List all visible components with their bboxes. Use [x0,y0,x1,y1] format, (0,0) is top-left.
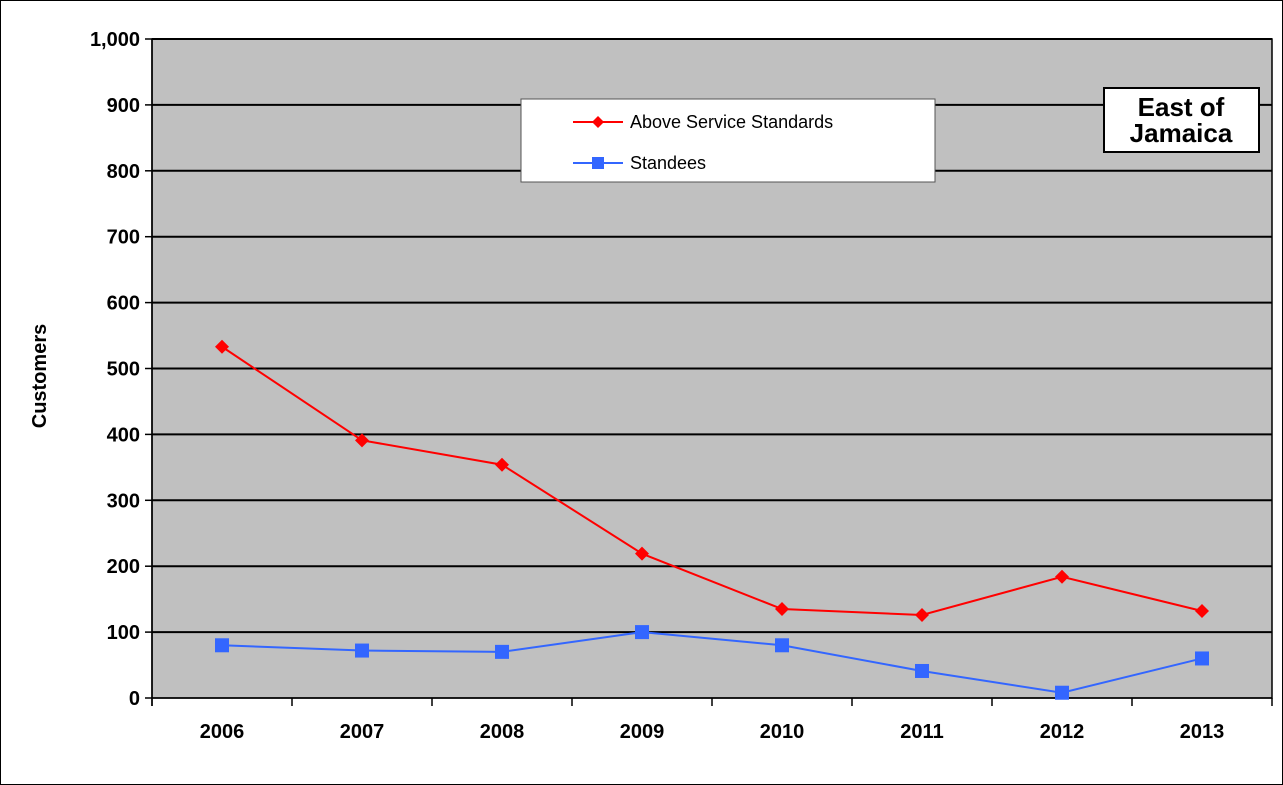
legend-item-above-service-standards: Above Service Standards [573,112,833,132]
x-tick-label: 2008 [480,721,525,743]
region-label-frame [1103,87,1260,153]
data-point-standees [915,663,929,678]
y-tick-label: 500 [107,359,140,381]
y-tick-label: 0 [129,688,140,710]
legend: Above Service Standards Standees [520,98,936,183]
data-point-above-service-standards [1055,569,1069,584]
y-tick-label: 800 [107,161,140,183]
data-point-above-service-standards [775,602,789,617]
square-marker-icon [592,157,604,169]
x-tick-label: 2012 [1040,721,1085,743]
x-tick-label: 2010 [760,721,805,743]
legend-item-standees: Standees [573,153,706,173]
y-tick-label: 1,000 [90,29,140,51]
y-tick-label: 300 [107,490,140,512]
x-tick-label: 2013 [1180,721,1225,743]
x-tick-label: 2011 [900,721,943,743]
x-tick-labels: 2006 2007 2008 2009 2010 2011 2012 2013 [200,721,1225,743]
data-point-standees [215,638,229,653]
y-axis-title: Customers [29,324,51,428]
data-point-above-service-standards [635,546,649,561]
legend-label: Above Service Standards [630,112,833,132]
data-point-above-service-standards [355,433,369,448]
data-point-standees [635,625,649,640]
y-tick-label: 100 [107,622,140,644]
y-tick-label: 400 [107,424,140,446]
legend-box [520,98,936,183]
axes [145,38,1273,706]
series-line-standees [221,631,1203,694]
data-point-above-service-standards [215,339,229,354]
data-point-standees [1195,651,1209,666]
y-tick-label: 700 [107,227,140,249]
region-label-box: East of Jamaica [1103,87,1260,153]
x-tick-label: 2007 [340,721,385,743]
y-tick-labels: 0 100 200 300 400 500 600 700 800 900 1,000 [90,29,140,710]
x-tick-label: 2006 [200,721,245,743]
data-point-standees [355,643,369,658]
y-tick-label: 600 [107,293,140,315]
x-tick-label: 2009 [620,721,665,743]
series-line-above-service-standards [221,345,1203,616]
region-label-line-1: East of [1138,92,1225,122]
data-point-standees [1055,685,1069,700]
data-point-standees [495,644,509,659]
data-point-above-service-standards [1195,604,1209,619]
data-point-standees [775,638,789,653]
data-point-above-service-standards [495,457,509,472]
series-lines [215,339,1209,700]
diamond-marker-icon [592,116,604,128]
region-label-line-2: Jamaica [1130,118,1233,148]
y-tick-label: 900 [107,95,140,117]
legend-label: Standees [630,153,706,173]
y-tick-label: 200 [107,556,140,578]
data-point-above-service-standards [915,607,929,622]
